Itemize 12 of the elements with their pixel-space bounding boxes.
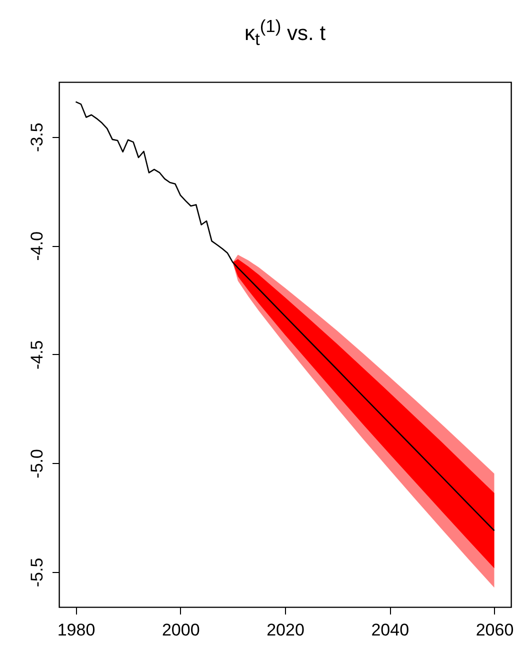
line-series [75,101,495,532]
chart-title: κ$_{t}$$^{(1)}$ vs. t [243,16,327,50]
x-tick-label: 2040 [371,620,410,640]
y-tick-label: -4.0 [28,231,46,261]
y-tick-label: -5.5 [28,558,46,588]
y-tick-label: -4.5 [28,340,46,370]
x-tick-label: 2000 [162,620,200,640]
y-tick-label: -3.5 [28,122,46,152]
x-tick-label: 2020 [266,620,304,640]
x-tick-label: 2060 [476,620,514,640]
y-tick-label: -5.0 [28,449,46,478]
x-tick-label: 1980 [57,620,96,640]
